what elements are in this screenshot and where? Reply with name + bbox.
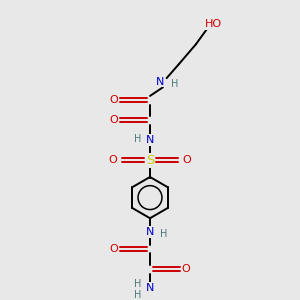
Text: N: N [146,227,154,237]
Text: N: N [146,283,154,293]
Text: H: H [134,279,142,290]
Text: S: S [146,154,154,167]
Text: O: O [108,155,117,165]
Text: H: H [134,290,142,300]
Text: N: N [146,135,154,145]
Text: H: H [171,80,178,89]
Text: O: O [110,115,118,125]
Text: HO: HO [205,19,222,29]
Text: N: N [156,76,164,87]
Text: O: O [183,155,192,165]
Text: O: O [110,95,118,105]
Text: O: O [182,264,190,274]
Text: H: H [134,134,142,144]
Text: O: O [110,244,118,254]
Text: H: H [160,229,167,239]
